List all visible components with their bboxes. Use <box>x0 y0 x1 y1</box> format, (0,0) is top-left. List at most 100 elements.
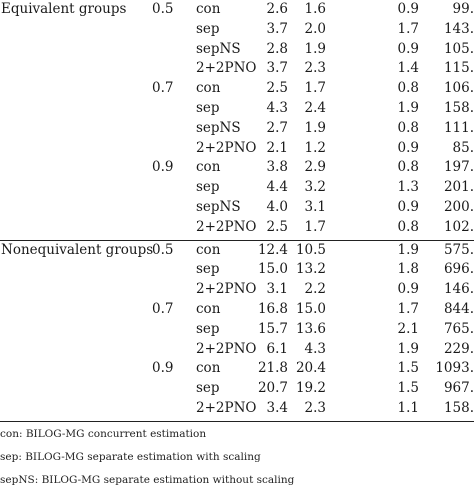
value-cell-2: 13.2 <box>295 261 326 278</box>
value-cell-2: 2.2 <box>304 281 326 298</box>
method-cell: sep <box>196 100 220 116</box>
method-cell: con <box>196 301 221 317</box>
value-cell-3: 1.7 <box>397 20 419 37</box>
table-note: sepNS: BILOG-MG separate estimation with… <box>0 473 295 486</box>
value-cell-1: 2.6 <box>266 1 288 17</box>
value-cell-3: 1.9 <box>397 100 419 116</box>
value-cell-4: 844. <box>443 301 474 317</box>
value-cell-4: 85. <box>452 139 474 156</box>
value-cell-1: 15.0 <box>257 261 288 278</box>
table-bottom-rule <box>0 420 474 422</box>
value-cell-3: 1.3 <box>397 179 419 196</box>
value-cell-3: 1.9 <box>397 241 419 258</box>
value-cell-3: 1.5 <box>397 380 419 397</box>
method-cell: con <box>196 80 221 97</box>
value-cell-3: 0.9 <box>397 1 419 17</box>
value-cell-3: 0.9 <box>397 199 419 215</box>
value-cell-3: 1.9 <box>397 340 419 357</box>
value-cell-2: 1.9 <box>304 119 326 136</box>
value-cell-1: 21.8 <box>257 360 288 377</box>
method-cell: con <box>196 159 221 176</box>
value-cell-2: 1.9 <box>304 40 326 57</box>
method-cell: con <box>196 241 221 258</box>
value-cell-4: 197. <box>443 159 474 176</box>
value-cell-1: 3.7 <box>266 20 288 37</box>
value-cell-2: 10.5 <box>295 241 326 258</box>
value-cell-2: 3.2 <box>304 179 326 196</box>
value-cell-4: 158. <box>443 400 474 416</box>
value-cell-2: 4.3 <box>304 340 326 357</box>
value-cell-3: 1.1 <box>397 400 419 416</box>
method-cell: sepNS <box>196 40 241 57</box>
value-cell-1: 4.0 <box>266 199 288 215</box>
value-cell-2: 2.4 <box>304 100 326 116</box>
value-cell-2: 20.4 <box>295 360 326 377</box>
value-cell-4: 111. <box>443 119 474 136</box>
value-cell-4: 115. <box>443 60 474 77</box>
method-cell: 2+2PNO <box>196 400 257 416</box>
value-cell-2: 19.2 <box>295 380 326 397</box>
method-cell: 2+2PNO <box>196 218 257 235</box>
value-cell-2: 3.1 <box>304 199 326 215</box>
value-cell-3: 0.8 <box>397 80 419 97</box>
method-cell: sep <box>196 20 220 37</box>
group-label: Equivalent groups <box>1 1 127 17</box>
value-cell-2: 2.0 <box>304 20 326 37</box>
method-cell: 2+2PNO <box>196 281 257 298</box>
value-cell-4: 229. <box>443 340 474 357</box>
value-cell-1: 16.8 <box>257 301 288 317</box>
level-label: 0.5 <box>152 1 174 17</box>
value-cell-4: 200. <box>443 199 474 215</box>
value-cell-2: 1.7 <box>304 218 326 235</box>
value-cell-2: 1.6 <box>304 1 326 17</box>
method-cell: sepNS <box>196 119 241 136</box>
value-cell-3: 2.1 <box>397 320 419 337</box>
value-cell-3: 0.8 <box>397 218 419 235</box>
value-cell-4: 1093. <box>435 360 474 377</box>
value-cell-4: 102. <box>443 218 474 235</box>
value-cell-4: 158. <box>443 100 474 116</box>
method-cell: con <box>196 1 221 17</box>
level-label: 0.9 <box>152 159 174 176</box>
level-label: 0.5 <box>152 241 174 258</box>
value-cell-3: 0.8 <box>397 159 419 176</box>
value-cell-2: 13.6 <box>295 320 326 337</box>
group-label: Nonequivalent groups <box>1 241 154 258</box>
value-cell-1: 2.8 <box>266 40 288 57</box>
value-cell-1: 2.5 <box>266 218 288 235</box>
value-cell-3: 1.5 <box>397 360 419 377</box>
value-cell-3: 0.8 <box>397 119 419 136</box>
value-cell-1: 2.5 <box>266 80 288 97</box>
value-cell-1: 3.8 <box>266 159 288 176</box>
value-cell-4: 575. <box>443 241 474 258</box>
section-divider <box>0 240 474 242</box>
method-cell: sep <box>196 261 220 278</box>
value-cell-1: 3.7 <box>266 60 288 77</box>
value-cell-2: 2.9 <box>304 159 326 176</box>
value-cell-1: 2.7 <box>266 119 288 136</box>
value-cell-1: 3.1 <box>266 281 288 298</box>
value-cell-1: 12.4 <box>257 241 288 258</box>
value-cell-4: 201. <box>443 179 474 196</box>
table-note: con: BILOG-MG concurrent estimation <box>0 427 207 440</box>
value-cell-1: 20.7 <box>257 380 288 397</box>
value-cell-4: 146. <box>443 281 474 298</box>
method-cell: sepNS <box>196 199 241 215</box>
value-cell-3: 0.9 <box>397 281 419 298</box>
value-cell-1: 4.3 <box>266 100 288 116</box>
level-label: 0.7 <box>152 80 174 97</box>
value-cell-1: 2.1 <box>266 139 288 156</box>
method-cell: sep <box>196 320 220 337</box>
method-cell: 2+2PNO <box>196 340 257 357</box>
table-note: sep: BILOG-MG separate estimation with s… <box>0 450 261 463</box>
value-cell-3: 0.9 <box>397 40 419 57</box>
value-cell-3: 0.9 <box>397 139 419 156</box>
method-cell: sep <box>196 380 220 397</box>
value-cell-3: 1.7 <box>397 301 419 317</box>
method-cell: 2+2PNO <box>196 60 257 77</box>
method-cell: con <box>196 360 221 377</box>
method-cell: sep <box>196 179 220 196</box>
value-cell-4: 967. <box>443 380 474 397</box>
level-label: 0.7 <box>152 301 174 317</box>
